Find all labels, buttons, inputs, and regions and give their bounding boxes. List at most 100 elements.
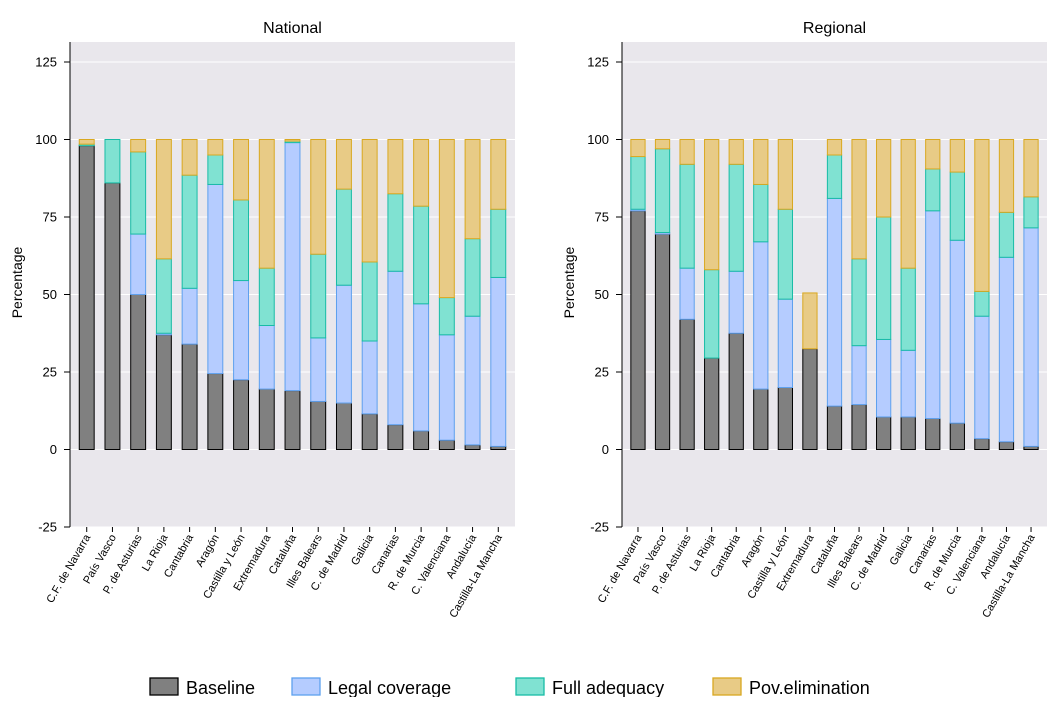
bar-full-adequacy	[654, 148, 671, 233]
legend-item-legal-coverage: Legal coverage	[291, 677, 451, 698]
bar-baseline	[464, 444, 481, 451]
bar-baseline	[78, 145, 95, 450]
bar-legal-coverage	[438, 334, 455, 441]
bar-baseline	[181, 343, 198, 451]
y-tick-label: 0	[50, 442, 57, 457]
legend-label-full-adequacy: Full adequacy	[552, 678, 664, 697]
bar-full-adequacy	[851, 258, 867, 347]
bar-legal-coverage	[464, 315, 481, 446]
bar-legal-coverage	[335, 284, 352, 404]
bar-baseline	[704, 357, 720, 450]
bar-baseline	[258, 388, 275, 450]
y-tick-label: 75	[595, 210, 609, 225]
bar-legal-coverage	[490, 276, 507, 447]
y-tick-label: 50	[43, 287, 57, 302]
bar-legal-coverage	[974, 315, 990, 440]
legend-label-baseline: Baseline	[186, 678, 255, 697]
bar-full-adequacy	[464, 238, 481, 317]
bar-baseline	[361, 413, 378, 451]
bar-baseline	[753, 388, 769, 450]
bar-full-adequacy	[387, 193, 404, 272]
legend-label-legal-coverage: Legal coverage	[328, 678, 451, 697]
bar-legal-coverage	[233, 280, 250, 381]
y-tick-label: 75	[43, 210, 57, 225]
bar-pov-elimination	[233, 139, 250, 201]
bar-baseline	[130, 294, 147, 450]
x-tick-label: C.F. de Navarra	[44, 532, 93, 605]
bar-full-adequacy	[438, 297, 455, 336]
bar-baseline	[826, 405, 843, 451]
bar-legal-coverage	[258, 325, 275, 390]
bar-full-adequacy	[949, 171, 965, 241]
bar-pov-elimination	[78, 139, 95, 145]
bar-pov-elimination	[181, 139, 198, 176]
bar-legal-coverage	[284, 142, 301, 392]
bar-pov-elimination	[361, 139, 378, 263]
bar-legal-coverage	[181, 287, 198, 345]
bar-baseline	[387, 424, 404, 451]
bar-full-adequacy	[233, 199, 250, 282]
y-axis-title: Percentage	[561, 246, 577, 318]
bar-legal-coverage	[728, 270, 744, 334]
y-tick-label: 25	[595, 365, 609, 380]
bar-full-adequacy	[155, 258, 172, 334]
y-axis-title: Percentage	[9, 246, 25, 318]
bar-baseline	[851, 404, 867, 450]
bar-baseline	[413, 430, 430, 450]
bar-pov-elimination	[728, 139, 744, 165]
bar-pov-elimination	[413, 139, 430, 207]
bar-full-adequacy	[413, 205, 430, 305]
bar-baseline	[438, 439, 455, 451]
bar-full-adequacy	[876, 216, 892, 340]
bar-pov-elimination	[130, 139, 147, 153]
bar-baseline	[900, 416, 916, 451]
bar-legal-coverage	[777, 298, 793, 388]
bar-pov-elimination	[900, 139, 916, 269]
bar-full-adequacy	[104, 139, 121, 184]
legend-label-pov-elimination: Pov.elimination	[749, 678, 870, 697]
bar-full-adequacy	[998, 211, 1015, 258]
legend-item-pov-elimination: Pov.elimination	[712, 677, 870, 698]
bar-baseline	[233, 379, 250, 450]
bar-pov-elimination	[777, 139, 793, 210]
bar-full-adequacy	[630, 156, 646, 210]
bar-legal-coverage	[361, 340, 378, 415]
bar-full-adequacy	[258, 267, 275, 326]
legend-item-full-adequacy: Full adequacy	[515, 677, 664, 698]
bar-pov-elimination	[876, 139, 892, 218]
bar-full-adequacy	[704, 269, 720, 359]
bar-legal-coverage	[876, 338, 892, 418]
bar-baseline	[284, 390, 301, 451]
bar-full-adequacy	[777, 208, 793, 300]
y-tick-label: 125	[35, 55, 57, 70]
bar-legal-coverage	[207, 183, 224, 375]
bar-pov-elimination	[851, 139, 867, 260]
bar-legal-coverage	[1023, 227, 1039, 447]
bar-baseline	[802, 348, 818, 450]
bar-pov-elimination	[464, 139, 481, 240]
bar-pov-elimination	[335, 139, 352, 190]
bar-full-adequacy	[728, 163, 744, 272]
bar-pov-elimination	[998, 139, 1015, 213]
bar-full-adequacy	[974, 290, 990, 317]
bar-legal-coverage	[387, 270, 404, 426]
bar-pov-elimination	[679, 139, 695, 165]
bar-pov-elimination	[925, 139, 941, 170]
bar-baseline	[310, 400, 327, 451]
legend-item-baseline: Baseline	[149, 677, 255, 698]
bar-baseline	[654, 233, 671, 450]
bar-baseline	[998, 441, 1015, 450]
y-tick-label: 100	[35, 132, 57, 147]
legend-swatch-full-adequacy	[515, 677, 545, 696]
y-tick-label: 50	[595, 287, 609, 302]
bar-legal-coverage	[925, 210, 941, 419]
bar-full-adequacy	[490, 208, 507, 278]
bar-baseline	[104, 182, 121, 450]
bar-baseline	[925, 418, 941, 450]
bar-pov-elimination	[826, 139, 843, 156]
bar-legal-coverage	[900, 349, 916, 418]
bar-legal-coverage	[679, 267, 695, 320]
bar-pov-elimination	[258, 139, 275, 269]
